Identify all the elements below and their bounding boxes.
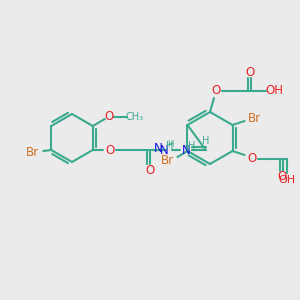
Text: O: O: [104, 110, 113, 124]
Text: N: N: [159, 143, 168, 157]
Text: O: O: [145, 164, 154, 176]
Text: H: H: [167, 140, 173, 149]
Text: H: H: [166, 141, 173, 151]
Text: O: O: [105, 143, 114, 157]
Text: O: O: [247, 152, 256, 166]
Text: CH₃: CH₃: [126, 112, 144, 122]
Text: O: O: [277, 169, 286, 182]
Text: O: O: [212, 85, 220, 98]
Text: Br: Br: [161, 154, 174, 167]
Text: O: O: [245, 67, 255, 80]
Text: OH: OH: [278, 175, 295, 185]
Text: N: N: [154, 142, 163, 155]
Text: H: H: [202, 136, 209, 146]
Text: Br: Br: [26, 146, 39, 158]
Text: OH: OH: [265, 85, 283, 98]
Text: H: H: [188, 141, 196, 151]
Text: N: N: [182, 143, 190, 157]
Text: Br: Br: [248, 112, 261, 125]
